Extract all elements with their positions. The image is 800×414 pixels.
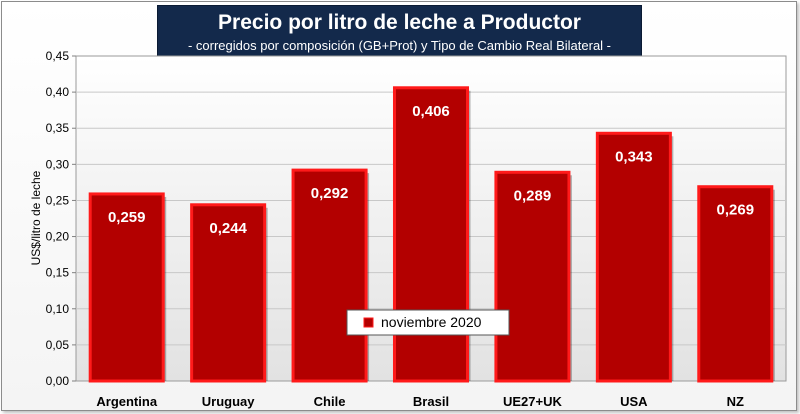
bar-value-label: 0,406 xyxy=(412,103,450,120)
bar-value-label: 0,259 xyxy=(108,209,146,226)
y-tick-label: 0,15 xyxy=(46,266,70,280)
y-tick-label: 0,35 xyxy=(46,121,70,135)
bar xyxy=(494,170,571,383)
chart-title: Precio por litro de leche a Productor xyxy=(218,11,581,34)
y-tick-label: 0,10 xyxy=(46,302,70,316)
bar-value-label: 0,292 xyxy=(311,185,349,202)
chart-subtitle: - corregidos por composición (GB+Prot) y… xyxy=(187,38,612,53)
bar xyxy=(697,185,774,383)
y-tick-label: 0,30 xyxy=(46,157,70,171)
x-category-label: Argentina xyxy=(96,394,157,409)
legend-label: noviembre 2020 xyxy=(381,314,482,330)
y-tick-label: 0,00 xyxy=(46,374,70,388)
x-category-label: NZ xyxy=(727,394,744,409)
y-tick-label: 0,05 xyxy=(46,338,70,352)
y-axis-label: US$/litro de leche xyxy=(29,170,43,265)
legend-box xyxy=(346,309,510,336)
chart-title-box: Precio por litro de leche a Productor - … xyxy=(157,5,642,61)
x-category-label: Brasil xyxy=(413,394,449,409)
bar xyxy=(392,86,470,383)
y-tick-label: 0,45 xyxy=(46,49,70,63)
bar xyxy=(291,168,368,383)
y-tick-label: 0,40 xyxy=(46,85,70,99)
x-category-label: Chile xyxy=(314,394,346,409)
bar xyxy=(595,131,672,383)
bar-value-label: 0,343 xyxy=(615,148,653,165)
y-tick-label: 0,20 xyxy=(46,230,70,244)
bar xyxy=(88,192,165,383)
bar-value-label: 0,289 xyxy=(514,187,552,204)
bar-value-label: 0,244 xyxy=(209,220,247,237)
x-category-label: USA xyxy=(620,394,648,409)
legend-swatch xyxy=(363,317,374,328)
bar xyxy=(190,203,267,383)
legend: noviembre 2020 xyxy=(346,309,510,336)
bar-value-label: 0,269 xyxy=(717,202,755,219)
x-category-label: Uruguay xyxy=(202,394,256,409)
y-tick-label: 0,25 xyxy=(46,193,70,207)
x-category-label: UE27+UK xyxy=(503,394,562,409)
